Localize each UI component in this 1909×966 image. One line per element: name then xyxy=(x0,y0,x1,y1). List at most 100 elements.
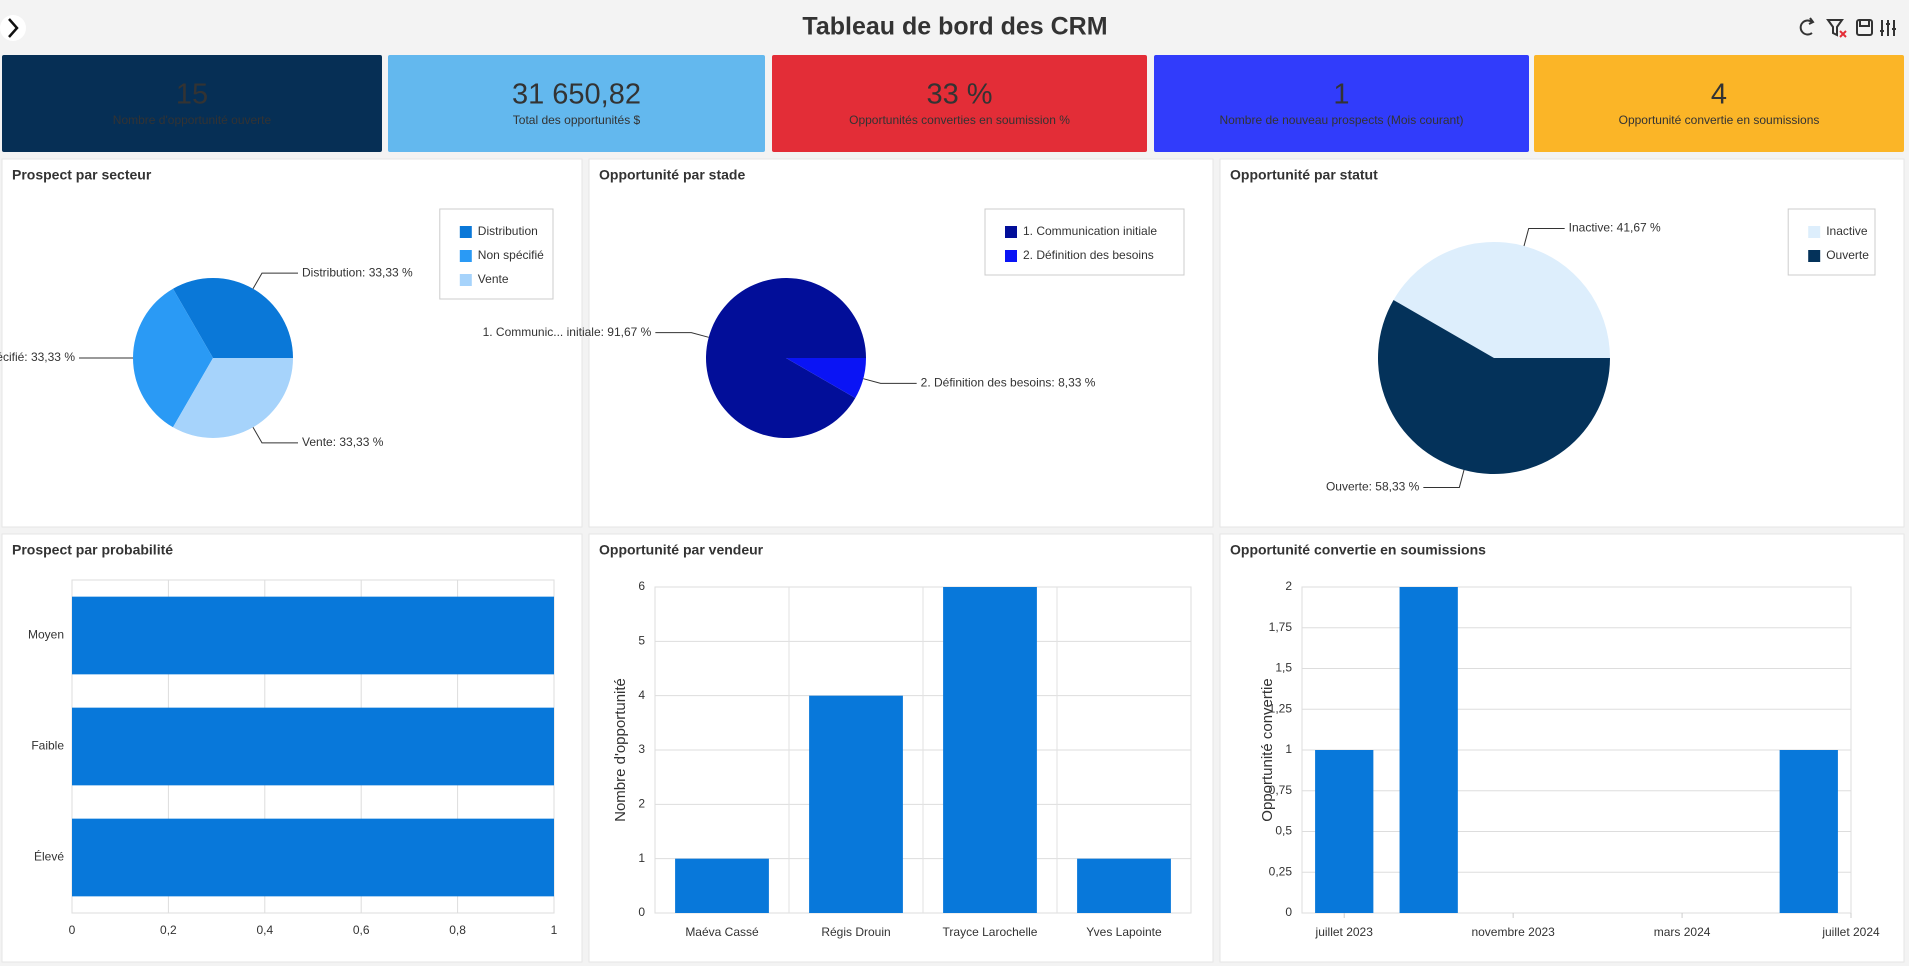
legend-label: Inactive xyxy=(1826,224,1868,238)
x-tick-label: juillet 2023 xyxy=(1315,925,1374,939)
kpi-value: 15 xyxy=(176,79,208,111)
y-axis-label: Nombre d'opportunité xyxy=(612,678,629,822)
y-tick-label: 1,25 xyxy=(1269,701,1293,715)
y-tick-label: 1,5 xyxy=(1275,661,1292,675)
filter-x[interactable] xyxy=(1839,30,1847,38)
data-label: 2. Définition des besoins: 8,33 % xyxy=(921,376,1096,390)
callout-line xyxy=(655,332,709,338)
sidebar-toggle[interactable] xyxy=(0,15,26,41)
x-tick-label: 0,2 xyxy=(160,923,177,937)
x-tick-label: Yves Lapointe xyxy=(1086,925,1162,939)
legend-swatch xyxy=(1808,226,1821,238)
kpi-tile xyxy=(1534,55,1904,152)
chart-title: Prospect par probabilité xyxy=(12,542,173,558)
data-label: Ouverte: 58,33 % xyxy=(1326,480,1420,494)
x-tick-label: Trayce Larochelle xyxy=(943,925,1038,939)
x-tick-label: mars 2024 xyxy=(1654,925,1711,939)
kpi-tile xyxy=(2,55,382,152)
x-tick-label: juillet 2024 xyxy=(1821,925,1880,939)
refresh-icon[interactable] xyxy=(1799,17,1815,36)
y-tick-label: 0,75 xyxy=(1269,783,1293,797)
callout-line xyxy=(252,427,298,444)
legend-swatch xyxy=(1005,226,1017,238)
bar xyxy=(1077,858,1171,913)
save-slot[interactable] xyxy=(1859,20,1870,27)
kpi-tile xyxy=(388,55,765,152)
refresh-arc[interactable] xyxy=(1799,19,1813,36)
callout-line xyxy=(863,378,917,384)
kpi-tile xyxy=(772,55,1147,152)
bar xyxy=(675,858,769,913)
y-tick-label: 6 xyxy=(638,579,645,593)
filter-shape[interactable] xyxy=(1826,19,1844,37)
chart-title: Opportunité par vendeur xyxy=(599,542,764,558)
chart-title: Prospect par secteur xyxy=(12,167,152,183)
bar xyxy=(72,596,554,675)
kpi-value: 31 650,82 xyxy=(512,79,641,111)
kpi-label: Opportunités converties en soumission % xyxy=(849,113,1070,127)
toggle-circle[interactable] xyxy=(0,15,26,41)
x-tick-label: 0,6 xyxy=(353,923,370,937)
settings-knobs[interactable] xyxy=(1880,23,1896,32)
bar xyxy=(1399,587,1458,913)
clear-filter-icon[interactable] xyxy=(1826,19,1847,38)
bar xyxy=(809,695,903,913)
pie-slice xyxy=(173,358,293,439)
y-tick-label: 1 xyxy=(1285,742,1292,756)
legend-box xyxy=(984,208,1185,276)
bar xyxy=(943,587,1037,913)
kpi-value: 4 xyxy=(1711,79,1727,111)
pie-slice xyxy=(1378,300,1610,475)
y-tick-label: 2 xyxy=(638,797,645,811)
x-tick-label: Maéva Cassé xyxy=(685,925,759,939)
kpi-label: Nombre de nouveau prospects (Mois couran… xyxy=(1219,113,1463,127)
y-tick-label: 1,75 xyxy=(1269,620,1293,634)
bar xyxy=(1315,750,1374,913)
save-shape[interactable] xyxy=(1856,19,1873,36)
legend-swatch xyxy=(459,250,472,262)
bar xyxy=(72,707,554,786)
refresh-arrow[interactable] xyxy=(1808,17,1815,25)
toggle-chevron[interactable] xyxy=(8,18,19,38)
y-tick-label: 0 xyxy=(1285,905,1292,919)
y-tick-label: 4 xyxy=(638,688,645,702)
toolbar xyxy=(1799,17,1896,38)
y-tick-label: 0,25 xyxy=(1269,864,1293,878)
x-tick-label: novembre 2023 xyxy=(1471,925,1555,939)
callout-line xyxy=(252,272,298,289)
x-tick-label: 0,4 xyxy=(256,923,273,937)
data-label: 1. Communic... initiale: 91,67 % xyxy=(483,325,652,339)
legend-swatch xyxy=(1005,250,1017,262)
y-tick-label: 5 xyxy=(638,634,645,648)
data-label: Inactive: 41,67 % xyxy=(1569,221,1661,235)
kpi-value: 33 % xyxy=(926,79,992,111)
kpi-label: Opportunité convertie en soumissions xyxy=(1619,113,1820,127)
pie-slice xyxy=(1393,242,1610,358)
save-icon[interactable] xyxy=(1856,19,1873,36)
legend-label: Vente xyxy=(478,272,509,286)
legend-swatch xyxy=(459,274,472,286)
pie-slice xyxy=(705,278,866,439)
chart-title: Opportunité convertie en soumissions xyxy=(1230,542,1486,558)
pie-slice xyxy=(786,358,866,398)
kpi-label: Total des opportunités $ xyxy=(513,113,641,127)
legend-label: 2. Définition des besoins xyxy=(1023,248,1154,262)
bar xyxy=(72,818,554,897)
y-tick-label: 0 xyxy=(638,905,645,919)
chart-title: Opportunité par statut xyxy=(1230,167,1378,183)
kpi-value: 1 xyxy=(1333,79,1349,111)
y-axis-label: Opportunité convertie xyxy=(1259,678,1276,821)
x-tick-label: 0 xyxy=(69,923,76,937)
legend-label: Ouverte xyxy=(1826,248,1869,262)
settings-icon[interactable] xyxy=(1880,20,1896,36)
y-tick-label: Moyen xyxy=(28,628,64,642)
x-tick-label: Régis Drouin xyxy=(821,925,890,939)
x-tick-label: 0,8 xyxy=(449,923,466,937)
legend-label: Non spécifié xyxy=(478,248,544,262)
kpi-tile xyxy=(1154,55,1529,152)
data-label: Distribution: 33,33 % xyxy=(302,265,413,279)
data-label: Vente: 33,33 % xyxy=(302,435,384,449)
legend-box xyxy=(439,208,554,300)
